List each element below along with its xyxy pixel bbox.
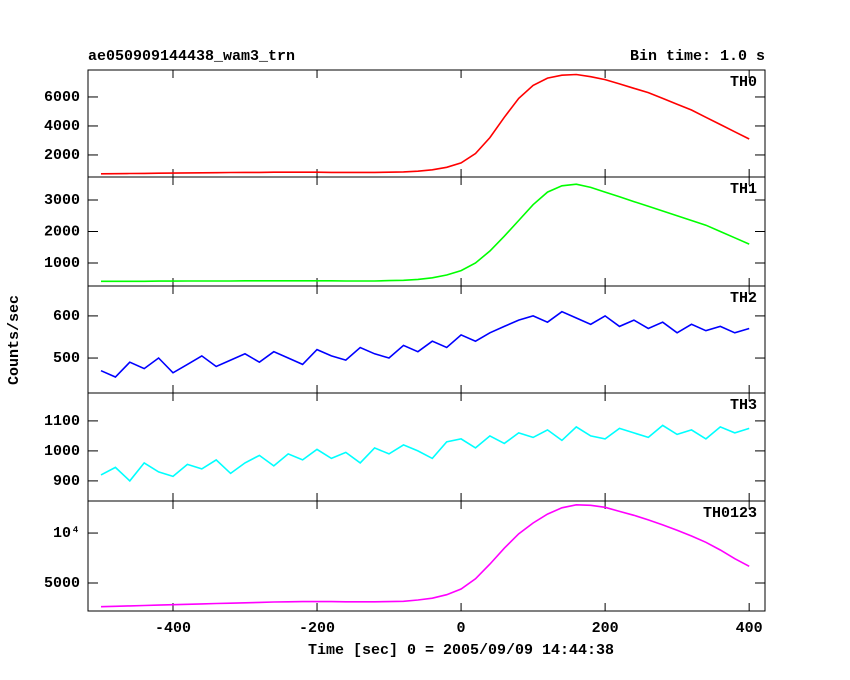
x-tick-label: 0 (457, 620, 466, 637)
series-label: TH2 (730, 290, 757, 307)
panel-frame (87, 69, 766, 178)
panel-frame (87, 500, 766, 612)
y-tick-label: 4000 (44, 118, 80, 135)
series-line (100, 424, 750, 483)
y-axis-label: Counts/sec (6, 295, 23, 385)
bin-time: Bin time: 1.0 s (630, 48, 765, 65)
series-label: TH1 (730, 181, 757, 198)
y-tick-label: 5000 (44, 575, 80, 592)
series-line (100, 310, 750, 378)
series-label: TH0 (730, 74, 757, 91)
panel-frame (87, 285, 766, 394)
y-tick-label: 600 (53, 308, 80, 325)
x-tick-label: 200 (592, 620, 619, 637)
y-tick-label: 10⁴ (53, 525, 80, 542)
series-line (100, 503, 750, 608)
y-tick-label: 3000 (44, 192, 80, 209)
y-tick-label: 6000 (44, 89, 80, 106)
chart-title: ae050909144438_wam3_trn (88, 48, 295, 65)
series-line (101, 183, 750, 283)
y-tick-label: 2000 (44, 147, 80, 164)
y-tick-label: 500 (53, 350, 80, 367)
series-label: TH3 (730, 397, 757, 414)
y-tick-label: 2000 (44, 223, 80, 240)
panel-frame (87, 176, 766, 287)
panel-frame (87, 392, 766, 502)
x-tick-label: 400 (736, 620, 763, 637)
series-label: TH0123 (703, 505, 757, 522)
y-tick-label: 1000 (44, 443, 80, 460)
x-tick-label: -200 (299, 620, 335, 637)
y-tick-label: 900 (53, 473, 80, 490)
x-tick-label: -400 (155, 620, 191, 637)
y-tick-label: 1000 (44, 255, 80, 272)
x-axis-label: Time [sec] 0 = 2005/09/09 14:44:38 (308, 642, 614, 659)
series-line (100, 73, 750, 175)
y-tick-label: 1100 (44, 413, 80, 430)
